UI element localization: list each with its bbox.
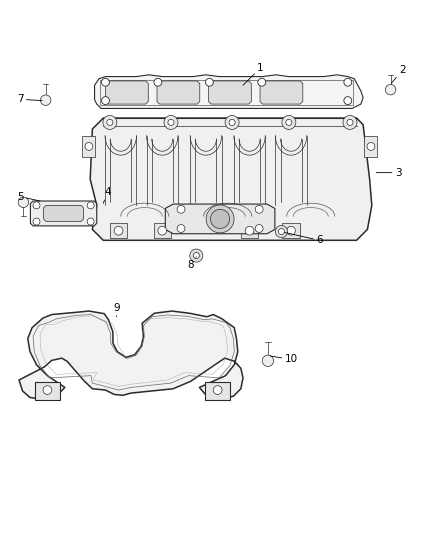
Circle shape [33,202,40,209]
Circle shape [258,78,266,86]
Circle shape [211,209,230,229]
Circle shape [343,116,357,130]
Circle shape [102,78,110,86]
Circle shape [287,227,295,235]
Polygon shape [208,81,251,104]
Polygon shape [205,382,230,400]
Circle shape [164,116,178,130]
Polygon shape [19,311,243,400]
Text: 6: 6 [285,232,323,245]
Text: 2: 2 [392,65,406,83]
Circle shape [255,205,263,213]
Polygon shape [43,205,84,222]
Polygon shape [157,81,200,104]
Polygon shape [90,118,372,240]
Circle shape [279,229,285,235]
Polygon shape [260,81,303,104]
Circle shape [114,227,123,235]
Text: 1: 1 [243,63,264,85]
Circle shape [40,95,51,106]
Circle shape [168,119,174,125]
Circle shape [103,116,117,130]
Circle shape [282,116,296,130]
Circle shape [85,142,93,150]
Polygon shape [82,135,95,157]
Text: 10: 10 [271,354,297,365]
Circle shape [286,119,292,125]
Polygon shape [95,75,363,108]
Polygon shape [283,223,300,238]
Polygon shape [106,81,148,104]
Text: 9: 9 [113,303,120,317]
Circle shape [158,227,166,235]
Circle shape [87,202,94,209]
Text: 4: 4 [103,187,111,203]
Circle shape [344,78,352,86]
Circle shape [213,386,222,394]
Circle shape [102,96,110,104]
Circle shape [154,78,162,86]
Circle shape [245,227,254,235]
Circle shape [367,142,375,150]
Circle shape [347,119,353,125]
Polygon shape [35,382,60,400]
Circle shape [385,84,396,95]
Circle shape [225,116,239,130]
Circle shape [190,249,203,262]
Polygon shape [165,204,275,234]
Polygon shape [241,223,258,238]
Circle shape [33,218,40,225]
Text: 3: 3 [376,168,401,177]
Circle shape [276,225,288,238]
Circle shape [344,96,352,104]
Text: 7: 7 [17,94,42,104]
Polygon shape [364,135,378,157]
Circle shape [177,205,185,213]
Circle shape [193,253,199,259]
Circle shape [255,224,263,232]
Polygon shape [153,223,171,238]
Circle shape [43,386,52,394]
Polygon shape [110,223,127,238]
Circle shape [177,224,185,232]
Circle shape [18,197,28,207]
Text: 5: 5 [17,192,40,201]
Circle shape [107,119,113,125]
Circle shape [229,119,235,125]
Circle shape [206,205,234,233]
Polygon shape [30,201,97,226]
Circle shape [262,355,274,367]
Circle shape [205,78,213,86]
Text: 8: 8 [187,257,196,270]
Circle shape [87,218,94,225]
